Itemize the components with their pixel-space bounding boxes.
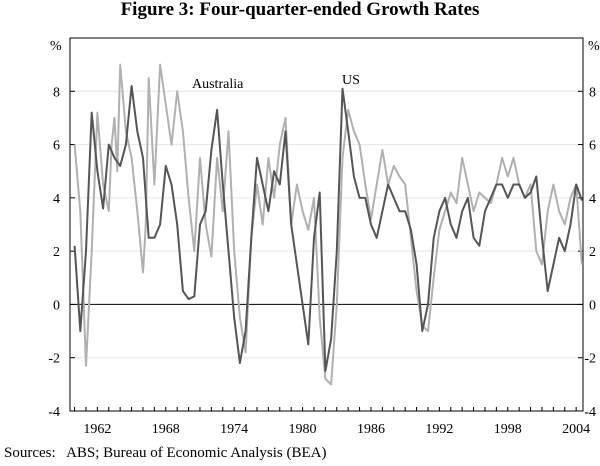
x-tick-label: 1980 — [289, 422, 317, 437]
series-label-us: US — [342, 73, 360, 88]
x-tick-label: 1968 — [152, 422, 180, 437]
x-tick-label: 1992 — [425, 422, 453, 437]
x-tick-label: 1962 — [83, 422, 111, 437]
x-tick-label: 1974 — [220, 422, 248, 437]
y-unit-left: % — [50, 39, 62, 54]
y-tick-label-right: 4 — [589, 192, 596, 207]
y-tick-label-right: 8 — [589, 85, 596, 100]
series-label-australia: Australia — [192, 77, 244, 92]
y-tick-label-right: -4 — [584, 405, 596, 420]
y-tick-label-left: 0 — [53, 298, 60, 313]
series-line-australia — [73, 63, 583, 386]
y-tick-label-left: 6 — [53, 139, 60, 154]
y-tick-label-right: 0 — [589, 298, 596, 313]
y-tick-label-left: -2 — [48, 352, 60, 367]
y-tick-label-right: 2 — [589, 245, 596, 260]
y-tick-label-right: -2 — [584, 352, 596, 367]
series-line-us — [73, 85, 583, 372]
y-tick-label-right: 6 — [589, 139, 596, 154]
source-note: Sources: ABS; Bureau of Economic Analysi… — [4, 445, 327, 461]
y-tick-label-left: 4 — [53, 192, 60, 207]
y-axis: -4 -4 -2 -2 0 0 2 2 4 4 6 6 8 8 — [48, 85, 596, 420]
y-tick-label-left: 8 — [53, 85, 60, 100]
y-tick-label-left: 2 — [53, 245, 60, 260]
plot-frame — [69, 37, 584, 412]
y-tick-label-left: -4 — [48, 405, 60, 420]
chart-title: Figure 3: Four-quarter-ended Growth Rate… — [120, 0, 480, 20]
x-tick-label: 1998 — [494, 422, 522, 437]
x-axis: 1962 1968 1974 1980 1986 1992 1998 2004 — [74, 407, 590, 437]
y-unit-right: % — [588, 39, 600, 54]
x-tick-label: 2004 — [562, 422, 590, 437]
x-tick-label: 1986 — [357, 422, 385, 437]
